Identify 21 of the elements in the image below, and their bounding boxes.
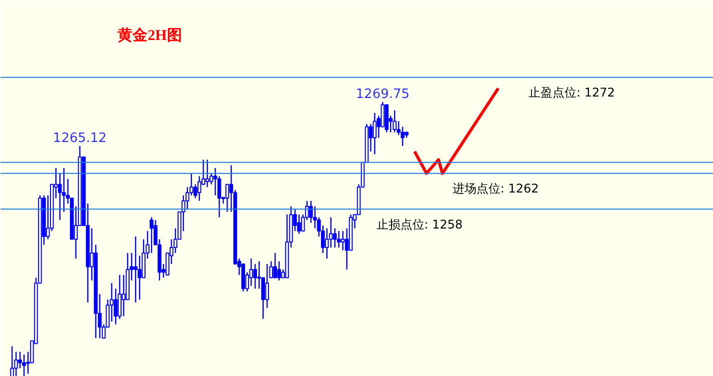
candlestick	[205, 159, 210, 188]
candlestick	[273, 252, 277, 278]
candlestick	[297, 214, 301, 234]
candlestick	[134, 236, 138, 303]
annotation: 进场点位: 1262	[452, 182, 539, 196]
annotation: 1265.12	[52, 130, 107, 146]
candlestick	[340, 230, 345, 251]
candlestick	[253, 263, 258, 290]
candlestick	[150, 216, 154, 254]
candlestick	[372, 112, 377, 155]
candlestick	[336, 230, 341, 248]
annotation: 1269.75	[356, 87, 410, 102]
candlestick	[392, 110, 397, 133]
annotation: 止损点位: 1258	[376, 217, 463, 232]
chart-title: 黄金2H图	[116, 27, 182, 44]
candlestick	[197, 176, 202, 202]
candlestick	[265, 263, 269, 308]
candlestick	[22, 354, 26, 376]
text: 止盈点位: 1272	[528, 86, 615, 100]
candlestick	[332, 228, 337, 248]
candlestick	[277, 260, 281, 282]
